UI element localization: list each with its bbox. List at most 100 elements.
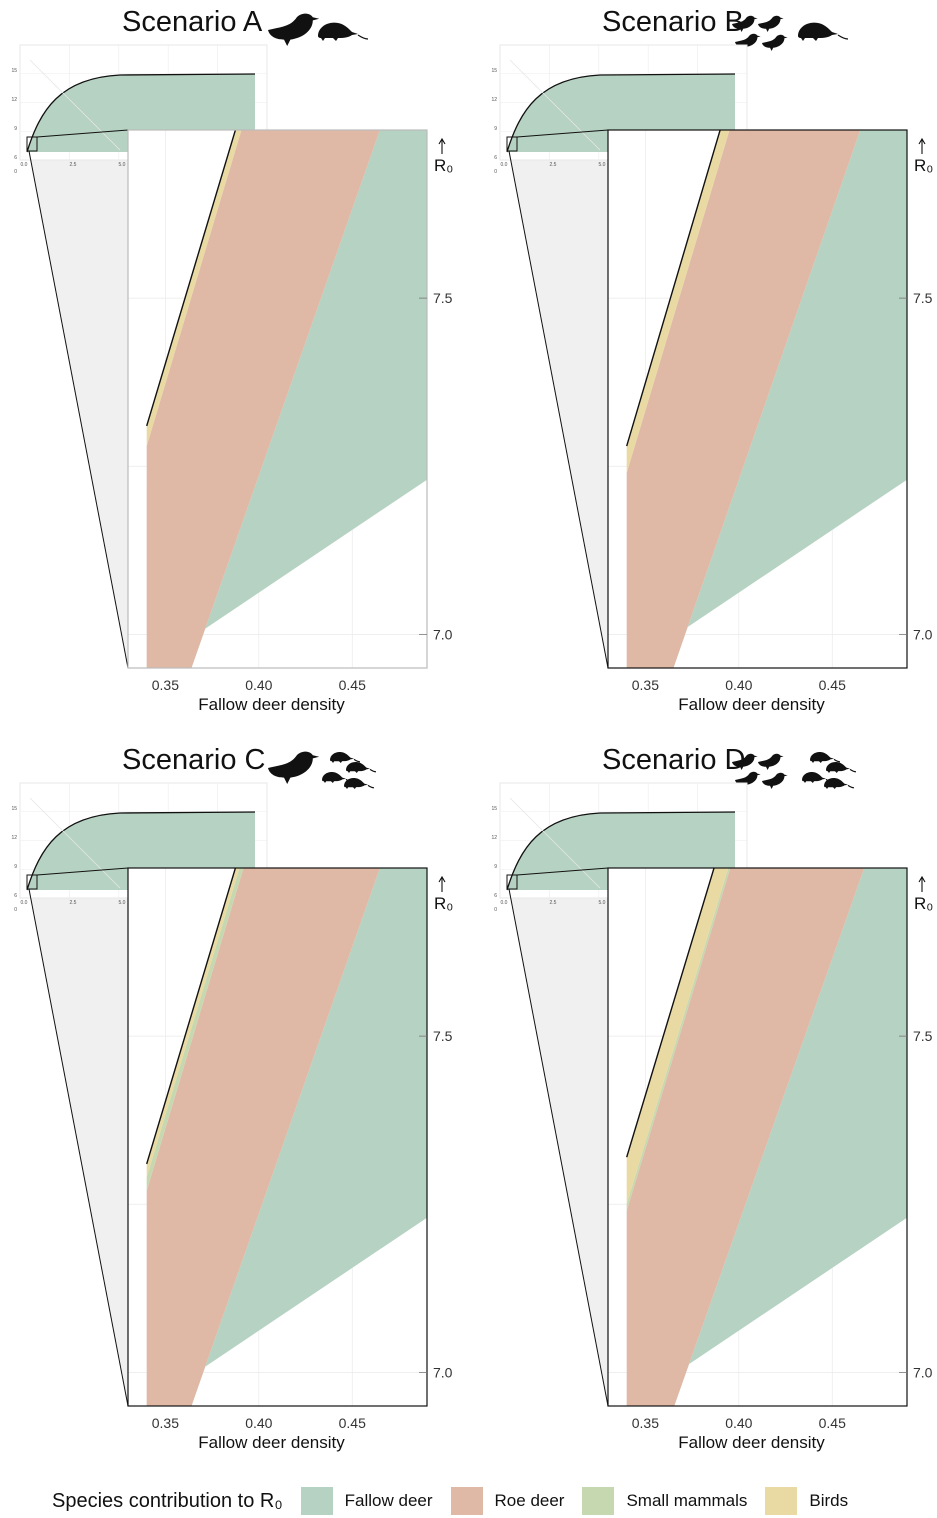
zoom-connector xyxy=(28,888,129,1407)
zoom-wedge xyxy=(509,130,608,668)
overview-x-tick-label: 2.5 xyxy=(70,900,77,906)
total-r0-line xyxy=(626,130,721,447)
overview-y-tick-label: 15 xyxy=(11,806,17,812)
overview-y-tick-label: 9 xyxy=(14,126,17,132)
zoom-box xyxy=(506,136,518,152)
overview-y-tick-label: 12 xyxy=(491,97,497,103)
overview-y-tick-label: 9 xyxy=(494,864,497,870)
title-icons xyxy=(732,15,849,51)
x-axis-label: Fallow deer density xyxy=(198,1433,345,1452)
area-roe-deer xyxy=(146,130,380,668)
plot-area: 0.0 2.5 5.0 15 12 9 6 0 0.35 0.40 0.45 Fallow deer … xyxy=(11,751,453,1452)
total-r0-line xyxy=(146,130,237,427)
y-tick-label: 7.0 xyxy=(433,1364,453,1380)
plot-frame xyxy=(127,129,428,669)
zoom-connector xyxy=(36,867,129,876)
x-axis-label: Fallow deer density xyxy=(678,1433,825,1452)
area-layer xyxy=(146,868,427,1406)
x-tick-label: 0.35 xyxy=(632,1415,659,1431)
shrew-tail xyxy=(353,758,361,763)
bird-icon xyxy=(267,751,320,784)
shrew-tail xyxy=(837,34,849,40)
x-tick-label: 0.45 xyxy=(819,677,846,693)
panel-title: Scenario D xyxy=(602,744,746,776)
y-axis-label: R₀ xyxy=(434,156,453,175)
bird-icon xyxy=(732,15,758,32)
y-axis-arrow-icon xyxy=(438,875,446,892)
y-axis-label: R₀ xyxy=(434,894,453,913)
legend-label: Fallow deer xyxy=(344,1491,433,1510)
y-axis-label: R₀ xyxy=(914,894,933,913)
area-fallow-deer xyxy=(146,868,427,1406)
shrew-icon xyxy=(318,22,358,41)
shrew-icon xyxy=(826,761,850,773)
legend-swatch xyxy=(450,1487,483,1515)
area-fallow-deer xyxy=(146,130,427,668)
zoom-connector xyxy=(516,129,609,138)
overview-y-tick-label: 0 xyxy=(494,169,497,175)
overview-x-tick-label: 5.0 xyxy=(599,900,606,906)
zoom-wedge xyxy=(29,868,128,1406)
bird-icon xyxy=(732,753,758,770)
shrew-tail xyxy=(849,768,857,773)
overview-y-tick-label: 15 xyxy=(491,68,497,74)
zoom-box xyxy=(506,874,518,890)
y-tick-label: 7.0 xyxy=(913,1364,933,1380)
panel-title: Scenario C xyxy=(122,744,266,776)
overview-line xyxy=(29,59,121,151)
shrew-icon xyxy=(322,771,346,783)
area-fallow-deer xyxy=(626,868,907,1406)
area-birds xyxy=(146,130,242,447)
shrew-tail xyxy=(847,784,855,789)
x-tick-label: 0.45 xyxy=(339,1415,366,1431)
overview-inset: 0.0 2.5 5.0 15 12 9 6 0 xyxy=(11,44,268,175)
x-axis-label: Fallow deer density xyxy=(678,695,825,714)
overview-y-tick-label: 6 xyxy=(494,155,497,161)
y-axis-arrow-icon xyxy=(918,875,926,892)
zoom-connector xyxy=(36,129,129,138)
y-tick-label: 7.0 xyxy=(913,626,933,642)
x-tick-label: 0.35 xyxy=(152,1415,179,1431)
shrew-tail xyxy=(833,758,841,763)
x-tick-label: 0.35 xyxy=(152,677,179,693)
legend-item-birds: Birds xyxy=(765,1487,848,1515)
overview-x-tick-label: 2.5 xyxy=(550,162,557,168)
legend-swatch xyxy=(300,1487,333,1515)
zoom-connector xyxy=(28,150,129,669)
legend-label: Roe deer xyxy=(494,1491,565,1510)
overview-x-tick-label: 0.0 xyxy=(501,162,508,168)
area-layer xyxy=(626,130,907,668)
y-tick-label: 7.5 xyxy=(913,1028,933,1044)
x-tick-label: 0.45 xyxy=(339,677,366,693)
x-tick-label: 0.40 xyxy=(725,677,752,693)
overview-x-tick-label: 0.0 xyxy=(21,162,28,168)
zoom-box xyxy=(26,136,38,152)
y-tick-label: 7.5 xyxy=(433,290,453,306)
shrew-tail xyxy=(369,768,377,773)
overview-y-tick-label: 6 xyxy=(14,155,17,161)
y-tick-label: 7.5 xyxy=(433,1028,453,1044)
legend-item-roe-deer: Roe deer xyxy=(450,1487,565,1515)
overview-x-tick-label: 2.5 xyxy=(70,162,77,168)
y-axis-arrow-icon xyxy=(438,137,446,154)
overview-line xyxy=(29,797,121,889)
y-tick-label: 7.0 xyxy=(433,626,453,642)
overview-y-tick-label: 0 xyxy=(494,907,497,913)
overview-y-tick-label: 9 xyxy=(494,126,497,132)
overview-x-tick-label: 5.0 xyxy=(119,900,126,906)
shrew-icon xyxy=(824,777,848,789)
panel-scenario-a: Scenario A 0.0 2.5 5.0 15 12 9 6 0 0.35 0.40 0.45 F… xyxy=(0,0,468,740)
plot-area: 0.0 2.5 5.0 15 12 9 6 0 0.35 0.40 0.45 Fallow deer … xyxy=(11,13,453,714)
panel-title: Scenario A xyxy=(122,6,263,38)
y-axis-label: R₀ xyxy=(914,156,933,175)
overview-y-tick-label: 6 xyxy=(14,893,17,899)
overview-line xyxy=(509,797,601,889)
plot-area: 0.0 2.5 5.0 15 12 9 6 0 0.35 0.40 0.45 Fallow deer … xyxy=(491,751,933,1452)
shrew-icon xyxy=(802,771,826,783)
y-axis-arrow-icon xyxy=(918,137,926,154)
overview-y-tick-label: 0 xyxy=(14,907,17,913)
zoom-box xyxy=(26,874,38,890)
legend: Species contribution to R₀ Fallow deer R… xyxy=(52,1484,866,1518)
zoom-connector xyxy=(508,888,609,1407)
title-icons xyxy=(267,751,377,789)
